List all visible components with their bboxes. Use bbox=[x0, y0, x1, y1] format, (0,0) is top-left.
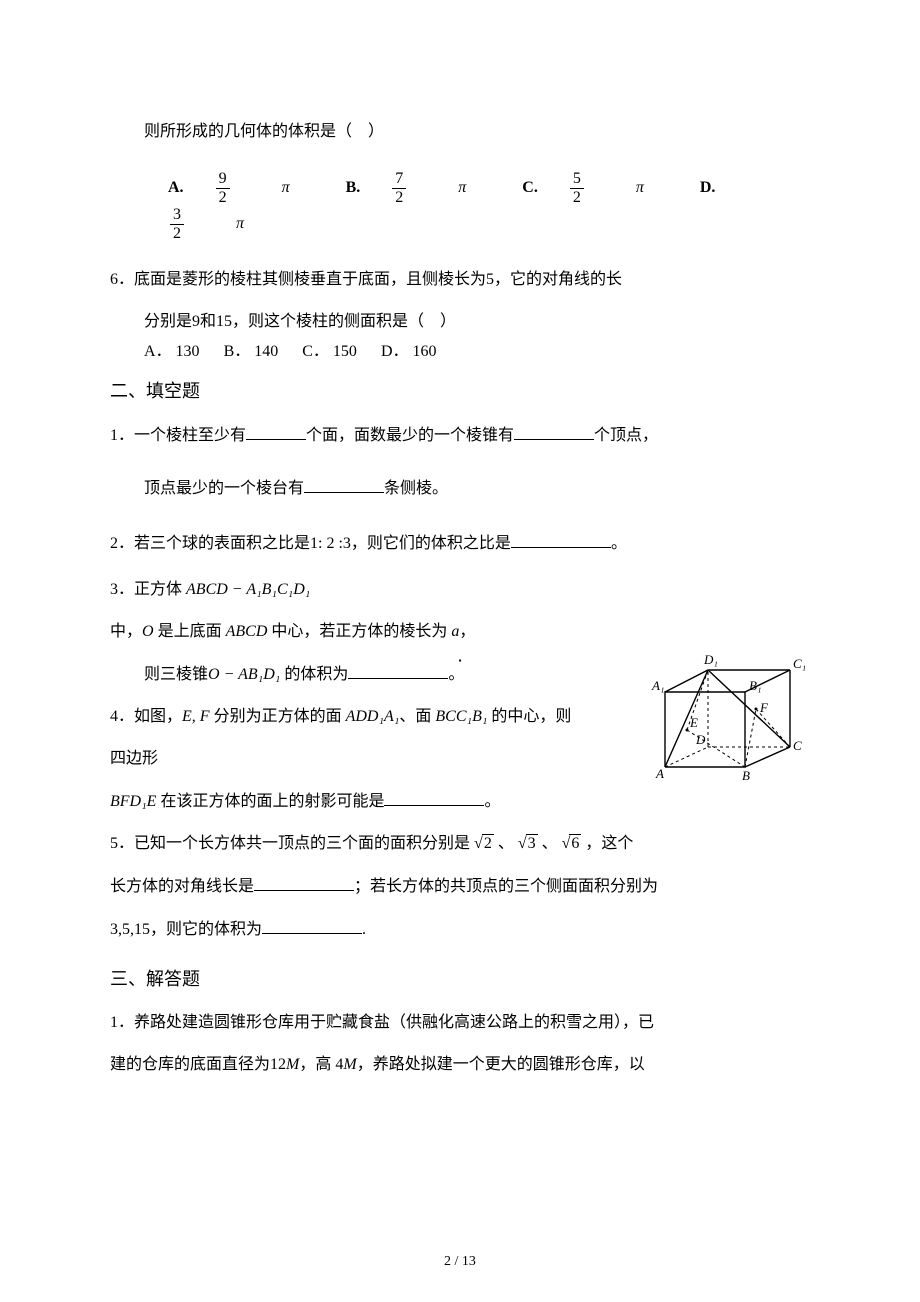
label-e: E bbox=[689, 715, 698, 730]
q6-line1: 6．底面是菱形的棱柱其侧棱垂直于底面，且侧棱长为5，它的对角线的长 bbox=[110, 268, 810, 292]
fb5-line3: 3,5,15，则它的体积为. bbox=[110, 917, 810, 942]
page-number: 2 / 13 bbox=[0, 1251, 920, 1272]
section-2-title: 二、填空题 bbox=[110, 378, 810, 405]
q5-stem: 则所形成的几何体的体积是（ ） bbox=[110, 120, 810, 144]
fb1-line2: 顶点最少的一个棱台有条侧棱。 bbox=[110, 476, 810, 501]
blank bbox=[511, 531, 611, 548]
fb5-line1: 5．已知一个长方体共一顶点的三个面的面积分别是 √2 、 √3 、 √6 ，这个 bbox=[110, 832, 810, 856]
q5-opt-b: B. 72π bbox=[346, 179, 497, 196]
fb4-line1: 4．如图，E, F 分别为正方体的面 ADD₁A₁、面 BCC₁B₁ 的中心，则 bbox=[110, 705, 640, 729]
q6-line2: 分别是9和15，则这个棱柱的侧面积是（ ） bbox=[110, 310, 810, 334]
fb3-line3: 则三棱锥O − AB₁D₁ 的体积为。 bbox=[110, 662, 640, 687]
section-3-title: 三、解答题 bbox=[110, 966, 810, 993]
fb4-line3: BFD₁E 在该正方体的面上的射影可能是。 bbox=[110, 789, 640, 814]
label-b1: B₁ bbox=[749, 678, 761, 693]
blank bbox=[384, 789, 484, 806]
ans1-line2: 建的仓库的底面直径为12M，高 4M，养路处拟建一个更大的圆锥形仓库，以 bbox=[110, 1053, 810, 1077]
fb3-line2: 中，O 是上底面 ABCD 中心，若正方体的棱长为 a， bbox=[110, 620, 810, 644]
blank bbox=[348, 662, 448, 679]
label-c: C bbox=[793, 738, 802, 753]
label-c1: C₁ bbox=[793, 656, 806, 671]
label-d1: D₁ bbox=[703, 652, 718, 667]
q5-opt-a: A. 92π bbox=[168, 179, 320, 196]
fb1-line1: 1．一个棱柱至少有个面，面数最少的一个棱锥有个顶点， bbox=[110, 423, 810, 448]
blank bbox=[304, 476, 384, 493]
center-marker: ▪ bbox=[459, 655, 462, 667]
blank bbox=[246, 423, 306, 440]
fb2-line: 2．若三个球的表面积之比是1: 2 :3，则它们的体积之比是。 bbox=[110, 531, 810, 556]
blank bbox=[254, 874, 354, 891]
label-d: D bbox=[695, 732, 706, 747]
blank bbox=[262, 917, 362, 934]
fb3-fb4-row: 则三棱锥O − AB₁D₁ 的体积为。 4．如图，E, F 分别为正方体的面 A… bbox=[110, 662, 810, 832]
q5-options: A. 92π B. 72π C. 52π D. 32π bbox=[110, 170, 810, 242]
label-b: B bbox=[742, 768, 750, 783]
label-a1: A₁ bbox=[651, 678, 664, 693]
fb3-line1: 3．正方体 ABCD − A₁B₁C₁D₁ bbox=[110, 578, 810, 602]
q6-opt-a: A． 130 bbox=[144, 343, 200, 360]
blank bbox=[514, 423, 594, 440]
page-root: ▪ 则所形成的几何体的体积是（ ） A. 92π B. 72π C. 52π D… bbox=[0, 0, 920, 1302]
cube-diagram: D₁ C₁ A₁ B₁ E F D C A B bbox=[650, 652, 810, 812]
fb4-line2: 四边形 bbox=[110, 747, 640, 771]
label-a: A bbox=[655, 766, 664, 781]
q6-options: A． 130 B． 140 C． 150 D． 160 bbox=[110, 340, 810, 364]
q6-opt-d: D． 160 bbox=[381, 343, 437, 360]
q6-opt-b: B． 140 bbox=[224, 343, 279, 360]
ans1-line1: 1．养路处建造圆锥形仓库用于贮藏食盐（供融化高速公路上的积雪之用），已 bbox=[110, 1011, 810, 1035]
q5-opt-c: C. 52π bbox=[522, 179, 674, 196]
fb5-line2: 长方体的对角线长是；若长方体的共顶点的三个侧面面积分别为 bbox=[110, 874, 810, 899]
q6-opt-c: C． 150 bbox=[302, 343, 357, 360]
label-f: F bbox=[759, 700, 769, 715]
